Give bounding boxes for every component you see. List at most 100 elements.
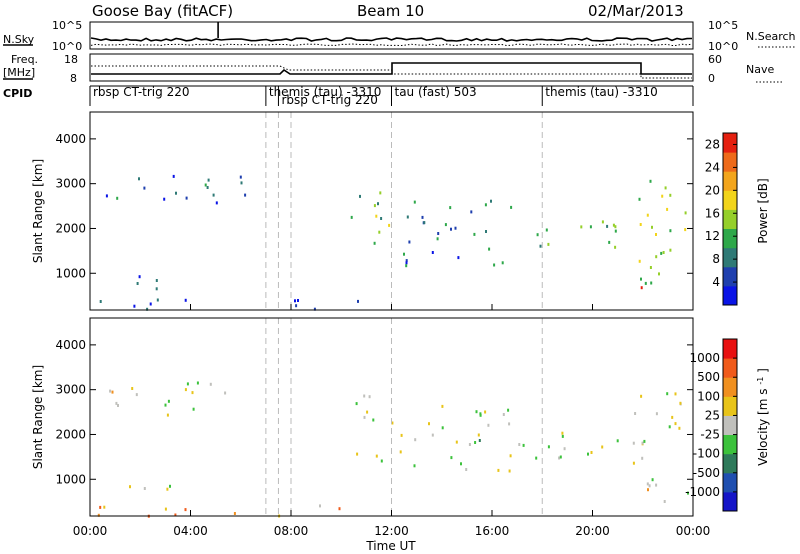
xtick-label: 04:00 xyxy=(173,524,208,538)
data-cell xyxy=(589,225,592,229)
nsky-tick-bottom: 10^0 xyxy=(52,40,82,53)
nsearch-tick-bottom: 10^0 xyxy=(708,40,738,53)
data-cell xyxy=(174,513,177,517)
data-cell xyxy=(669,193,672,197)
data-cell xyxy=(640,394,643,398)
beam-title: Beam 10 xyxy=(357,2,424,20)
data-cell xyxy=(408,240,411,244)
data-cell xyxy=(421,215,424,219)
ytick-label: 1000 xyxy=(55,266,86,280)
data-cell xyxy=(539,244,542,248)
station-title: Goose Bay (fitACF) xyxy=(92,2,233,20)
freq-tick-top: 18 xyxy=(64,53,78,66)
data-cell xyxy=(115,401,118,405)
data-cell xyxy=(196,381,199,385)
nsky-series-line xyxy=(90,22,693,42)
ytick-label: 2000 xyxy=(55,221,86,235)
data-cell xyxy=(133,304,136,308)
data-cell xyxy=(655,255,658,259)
data-cell xyxy=(116,196,119,200)
data-cell xyxy=(640,277,642,281)
data-cell xyxy=(368,395,371,399)
colorbar-tick-label: 20 xyxy=(705,183,720,197)
data-cell xyxy=(185,196,188,200)
data-cell xyxy=(175,191,177,195)
colorbar-tick-label: -1000 xyxy=(685,485,720,499)
data-cell xyxy=(497,468,500,472)
data-cell xyxy=(468,443,471,446)
cpid-label: CPID xyxy=(3,87,32,100)
data-cell xyxy=(441,404,444,408)
data-cell xyxy=(129,485,131,489)
data-cell xyxy=(105,194,108,198)
xtick-label: 20:00 xyxy=(575,524,610,538)
colorbar-tick-label: -500 xyxy=(693,466,720,480)
data-cell xyxy=(639,223,642,226)
data-cell xyxy=(559,455,562,459)
data-cell xyxy=(507,408,510,412)
data-cell xyxy=(414,438,417,442)
data-cell xyxy=(580,225,583,229)
colorbar-swatch xyxy=(723,491,737,512)
data-cell xyxy=(388,223,391,227)
data-cell xyxy=(449,206,452,210)
data-cell xyxy=(561,434,564,438)
data-cell xyxy=(138,177,140,181)
data-cell xyxy=(377,202,379,206)
data-cell xyxy=(405,261,408,265)
data-cell xyxy=(350,215,353,219)
data-cell xyxy=(363,415,366,419)
nave-series-line xyxy=(91,65,692,79)
ytick-label: 3000 xyxy=(55,177,86,191)
ytick-label: 3000 xyxy=(55,383,86,397)
velocity-ylabel: Slant Range [km] xyxy=(31,365,45,469)
colorbar-swatch xyxy=(723,339,737,359)
data-cell xyxy=(155,279,158,282)
data-cell xyxy=(612,223,615,227)
data-cell xyxy=(671,415,674,419)
data-cell xyxy=(239,175,242,179)
xtick-label: 00:00 xyxy=(676,524,711,538)
data-cell xyxy=(359,194,361,198)
data-cell xyxy=(436,237,439,241)
data-cell xyxy=(649,266,652,269)
colorbar-tick-label: 24 xyxy=(705,160,720,174)
data-cell xyxy=(651,478,654,482)
data-cell xyxy=(375,454,378,458)
colorbar-swatch xyxy=(723,415,737,435)
data-cell xyxy=(474,441,477,444)
data-cell xyxy=(163,197,166,201)
data-cell xyxy=(493,263,496,267)
power-colorbar-label: Power [dB] xyxy=(756,178,770,243)
data-cell xyxy=(149,302,152,306)
nave-label: Nave xyxy=(746,63,774,76)
colorbar-swatch xyxy=(723,209,737,229)
data-cell xyxy=(641,441,644,445)
data-cell xyxy=(117,404,119,407)
data-cell xyxy=(646,482,649,486)
data-cell xyxy=(661,194,664,198)
colorbar-tick-label: 100 xyxy=(697,389,720,403)
data-cell xyxy=(465,468,468,471)
data-cell xyxy=(547,242,550,246)
velocity-colorbar-label: Velocity [m s -1 ] xyxy=(756,368,771,466)
data-cell xyxy=(209,382,212,386)
data-cell xyxy=(484,410,487,414)
data-cell xyxy=(646,213,649,217)
data-cell xyxy=(674,422,677,426)
data-cell xyxy=(655,412,658,416)
data-cell xyxy=(684,211,687,215)
cpid-entry: themis (tau) -3310 xyxy=(545,85,658,99)
data-cell xyxy=(508,469,511,473)
data-cell xyxy=(164,507,167,511)
data-cell xyxy=(186,382,189,386)
data-cell xyxy=(166,487,169,491)
ytick-label: 2000 xyxy=(55,427,86,441)
colorbar-swatch xyxy=(723,171,737,191)
data-cell xyxy=(164,403,167,407)
data-cell xyxy=(650,281,653,285)
data-cell xyxy=(547,445,550,449)
data-cell xyxy=(669,248,672,252)
data-cell xyxy=(111,390,114,394)
data-cell xyxy=(484,203,487,207)
